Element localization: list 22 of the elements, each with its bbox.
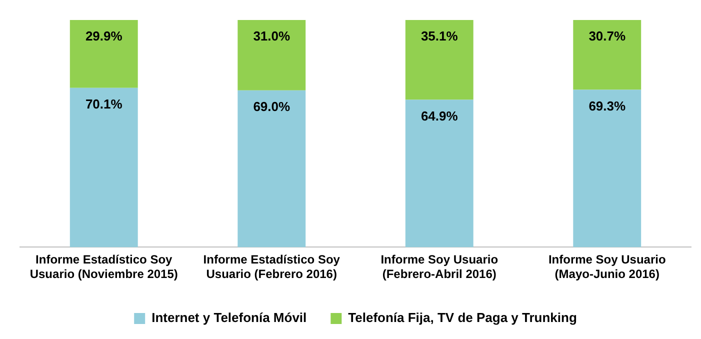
bar	[238, 90, 306, 248]
data-label: 30.7%	[588, 28, 626, 44]
legend-label: Internet y Telefonía Móvil	[152, 310, 307, 326]
bar	[70, 20, 138, 88]
data-label: 64.9%	[420, 108, 458, 124]
bar	[573, 20, 642, 90]
data-label: 35.1%	[420, 28, 458, 44]
bar	[238, 20, 306, 90]
x-tick-label: Informe Soy Usuario (Mayo-Junio 2016)	[548, 252, 666, 282]
bar	[70, 88, 138, 248]
bar	[573, 90, 642, 248]
legend-label: Telefonía Fija, TV de Paga y Trunking	[348, 310, 577, 326]
x-tick-label: Informe Estadístico Soy Usuario (Noviembre 2015)	[30, 252, 178, 282]
data-label: 69.3%	[588, 98, 626, 114]
x-tick-label: Informe Estadístico Soy Usuario (Febrero 2016)	[203, 252, 340, 282]
data-label: 70.1%	[85, 96, 123, 112]
bar	[405, 100, 474, 248]
data-label: 29.9%	[85, 28, 123, 44]
bar	[405, 20, 474, 100]
x-tick-label: Informe Soy Usuario (Febrero-Abril 2016)	[380, 252, 498, 282]
data-label: 69.0%	[253, 99, 290, 114]
data-label: 31.0%	[253, 28, 290, 44]
